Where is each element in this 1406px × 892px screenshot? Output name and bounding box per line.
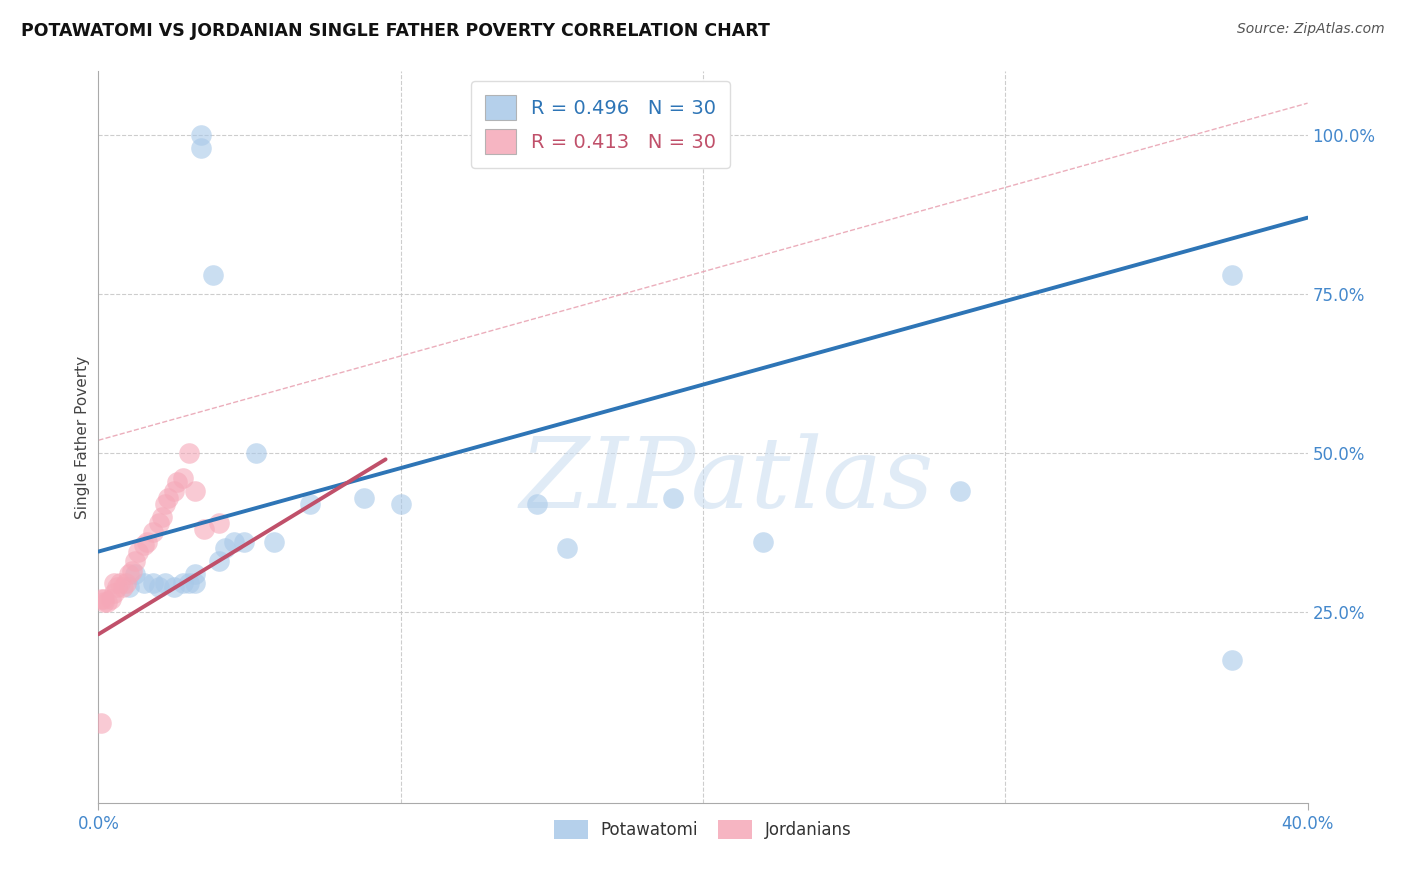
Point — [150, 509, 173, 524]
Point — [224, 535, 246, 549]
Point — [214, 541, 236, 556]
Text: Source: ZipAtlas.com: Source: ZipAtlas.com — [1237, 22, 1385, 37]
Point — [555, 541, 578, 556]
Point — [299, 497, 322, 511]
Point — [153, 576, 176, 591]
Point — [949, 484, 972, 499]
Point — [90, 592, 112, 607]
Point — [184, 576, 207, 591]
Point — [142, 525, 165, 540]
Point — [202, 268, 225, 282]
Point — [153, 497, 176, 511]
Point — [148, 580, 170, 594]
Point — [114, 576, 136, 591]
Text: POTAWATOMI VS JORDANIAN SINGLE FATHER POVERTY CORRELATION CHART: POTAWATOMI VS JORDANIAN SINGLE FATHER PO… — [21, 22, 770, 40]
Point — [190, 128, 212, 142]
Point — [118, 566, 141, 581]
Point — [96, 595, 118, 609]
Point — [163, 580, 186, 594]
Point — [179, 446, 201, 460]
Point — [389, 497, 412, 511]
Point — [132, 538, 155, 552]
Point — [121, 564, 143, 578]
Point — [353, 491, 375, 505]
Point — [752, 535, 775, 549]
Point — [100, 592, 122, 607]
Point — [263, 535, 285, 549]
Y-axis label: Single Father Poverty: Single Father Poverty — [75, 356, 90, 518]
Point — [166, 475, 188, 489]
Point — [93, 595, 115, 609]
Point — [135, 535, 157, 549]
Point — [208, 516, 231, 530]
Point — [208, 554, 231, 568]
Point — [103, 586, 125, 600]
Point — [190, 141, 212, 155]
Point — [93, 592, 115, 607]
Point — [103, 576, 125, 591]
Point — [108, 576, 131, 591]
Point — [245, 446, 267, 460]
Point — [172, 471, 194, 485]
Point — [163, 484, 186, 499]
Point — [156, 491, 179, 505]
Point — [661, 491, 683, 505]
Point — [193, 522, 215, 536]
Legend: Potawatomi, Jordanians: Potawatomi, Jordanians — [547, 814, 859, 846]
Point — [118, 580, 141, 594]
Point — [179, 576, 201, 591]
Point — [124, 566, 146, 581]
Point — [90, 716, 112, 731]
Point — [172, 576, 194, 591]
Point — [232, 535, 254, 549]
Point — [526, 497, 548, 511]
Point — [148, 516, 170, 530]
Point — [184, 566, 207, 581]
Point — [124, 554, 146, 568]
Point — [184, 484, 207, 499]
Point — [1220, 653, 1243, 667]
Text: ZIPatlas: ZIPatlas — [520, 434, 935, 529]
Point — [127, 544, 149, 558]
Point — [1220, 268, 1243, 282]
Point — [111, 580, 134, 594]
Point — [142, 576, 165, 591]
Point — [105, 580, 128, 594]
Point — [132, 576, 155, 591]
